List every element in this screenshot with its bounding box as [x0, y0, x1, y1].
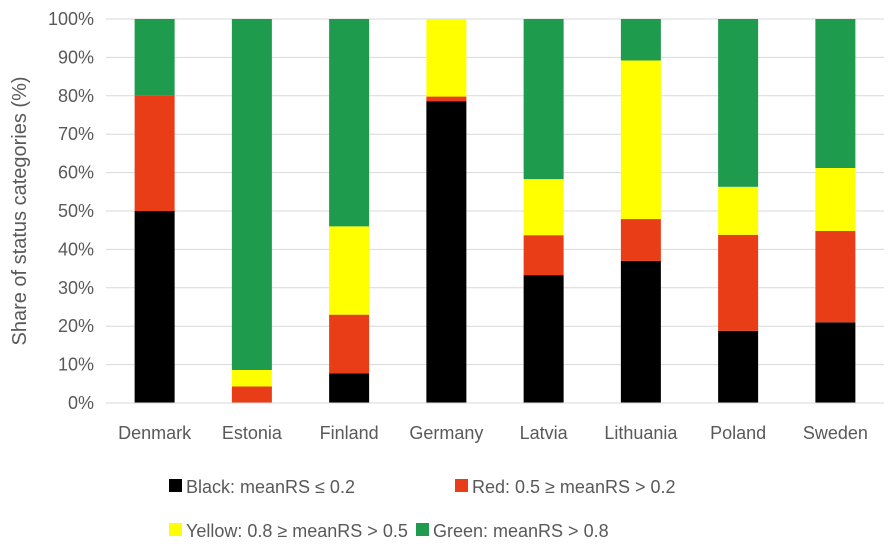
- bar-segment: [523, 19, 564, 180]
- bar-segment: [620, 260, 661, 403]
- gridlines: [106, 18, 884, 404]
- x-tick-label: Finland: [320, 423, 379, 443]
- legend-swatch: [169, 523, 182, 536]
- y-tick-label: 80%: [58, 86, 94, 106]
- bar-segment: [620, 60, 661, 220]
- bar-segment: [426, 96, 467, 102]
- bars: [106, 19, 884, 404]
- y-axis-label: Share of status categories (%): [9, 76, 31, 345]
- bar-segment: [134, 19, 175, 96]
- bar-segment: [815, 230, 856, 323]
- bar-segment: [718, 234, 759, 331]
- legend-label: Yellow: 0.8 ≥ meanRS > 0.5: [186, 521, 408, 541]
- x-tick-label: Sweden: [803, 423, 868, 443]
- bar-segment: [426, 101, 467, 404]
- bar-segment: [231, 386, 272, 403]
- bar-segment: [134, 211, 175, 403]
- bar-segment: [329, 226, 370, 315]
- y-tick-label: 70%: [58, 124, 94, 144]
- y-tick-label: 40%: [58, 239, 94, 259]
- bar-segment: [426, 19, 467, 97]
- bar-segment: [718, 19, 759, 187]
- bar-segment: [134, 95, 175, 211]
- legend-swatch: [416, 523, 429, 536]
- x-tick-label: Poland: [710, 423, 766, 443]
- bar-segment: [620, 219, 661, 261]
- y-tick-label: 30%: [58, 278, 94, 298]
- y-tick-label: 60%: [58, 163, 94, 183]
- legend-label: Red: 0.5 ≥ meanRS > 0.2: [472, 477, 676, 497]
- legend: Black: meanRS ≤ 0.2 Red: 0.5 ≥ meanRS > 0…: [169, 477, 676, 541]
- x-tick-label: Denmark: [118, 423, 192, 443]
- bar-segment: [815, 19, 856, 168]
- y-tick-label: 90%: [58, 47, 94, 67]
- bar-segment: [815, 322, 856, 403]
- bar-segment: [231, 369, 272, 387]
- bar-segment: [718, 186, 759, 235]
- x-tick-label: Latvia: [520, 423, 569, 443]
- y-tick-label: 10%: [58, 355, 94, 375]
- x-tick-labels: Denmark Estonia Finland Germany Latvia Lithua…: [118, 423, 868, 443]
- bar-segment: [523, 275, 564, 403]
- legend-label: Green: meanRS > 0.8: [433, 521, 609, 541]
- bar-segment: [815, 167, 856, 231]
- bar-segment: [231, 19, 272, 370]
- y-tick-label: 0%: [68, 393, 94, 413]
- legend-swatch: [169, 479, 182, 492]
- y-tick-label: 100%: [48, 9, 94, 29]
- legend-swatch: [455, 479, 468, 492]
- bar-segment: [718, 330, 759, 403]
- bar-segment: [620, 19, 661, 61]
- x-tick-label: Germany: [409, 423, 483, 443]
- bar-segment: [329, 19, 370, 227]
- x-tick-label: Lithuania: [604, 423, 678, 443]
- y-tick-label: 50%: [58, 201, 94, 221]
- y-tick-labels: 0% 10% 20% 30% 40% 50% 60% 70% 80% 90% 100%: [48, 9, 94, 413]
- bar-segment: [523, 235, 564, 276]
- bar-segment: [329, 373, 370, 403]
- bar-segment: [329, 314, 370, 374]
- x-tick-label: Estonia: [222, 423, 283, 443]
- legend-label: Black: meanRS ≤ 0.2: [186, 477, 355, 497]
- y-tick-label: 20%: [58, 316, 94, 336]
- bar-segment: [523, 179, 564, 236]
